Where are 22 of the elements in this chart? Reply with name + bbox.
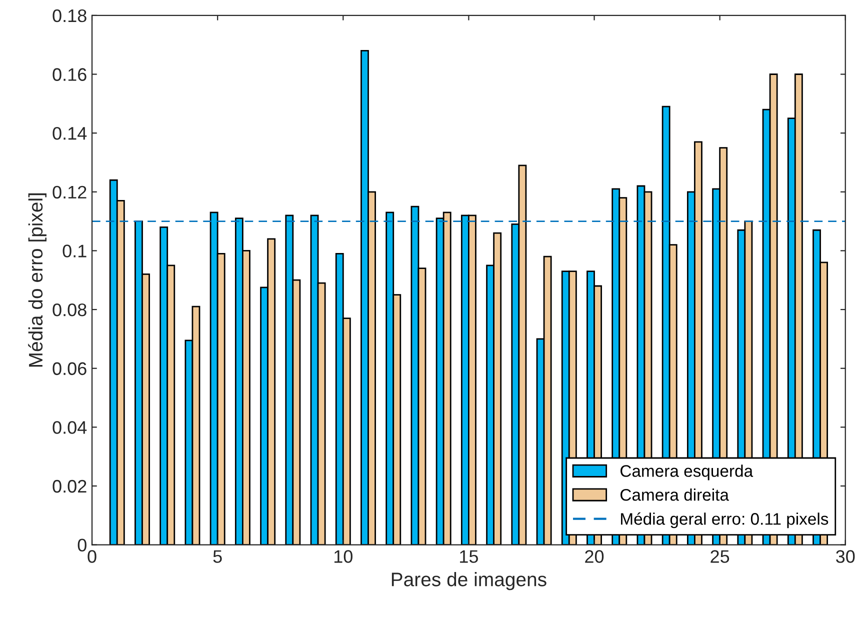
y-tick-label: 0.02 (52, 480, 86, 493)
x-tick-label: 5 (213, 550, 222, 563)
y-tick-label: 0.1 (62, 244, 86, 258)
y-tick-label: 0.12 (52, 186, 86, 199)
y-tick-label: 0.14 (52, 127, 87, 140)
y-tick-label: 0.04 (52, 421, 87, 434)
y-tick-label: 0.08 (52, 303, 86, 316)
y-tick-label: 0.18 (52, 9, 86, 22)
x-axis-title: Pares de imagens (392, 572, 546, 590)
x-tick-label: 20 (585, 550, 604, 563)
x-tick-label: 25 (710, 550, 730, 563)
legend-label: Média geral erro: 0.11 pixels (621, 512, 828, 528)
y-tick-label: 0.06 (52, 362, 86, 376)
x-tick-label: 15 (460, 550, 478, 563)
y-tick-label: 0.16 (52, 68, 86, 81)
y-axis-title: Média do erro [pixel] (28, 193, 46, 367)
legend-label: Camera direita (620, 488, 729, 501)
y-tick-label: 0 (78, 538, 86, 552)
x-tick-label: 0 (88, 550, 96, 563)
legend-label: Camera esquerda (620, 464, 754, 480)
x-tick-label: 10 (334, 550, 352, 563)
x-tick-label: 30 (836, 550, 855, 563)
